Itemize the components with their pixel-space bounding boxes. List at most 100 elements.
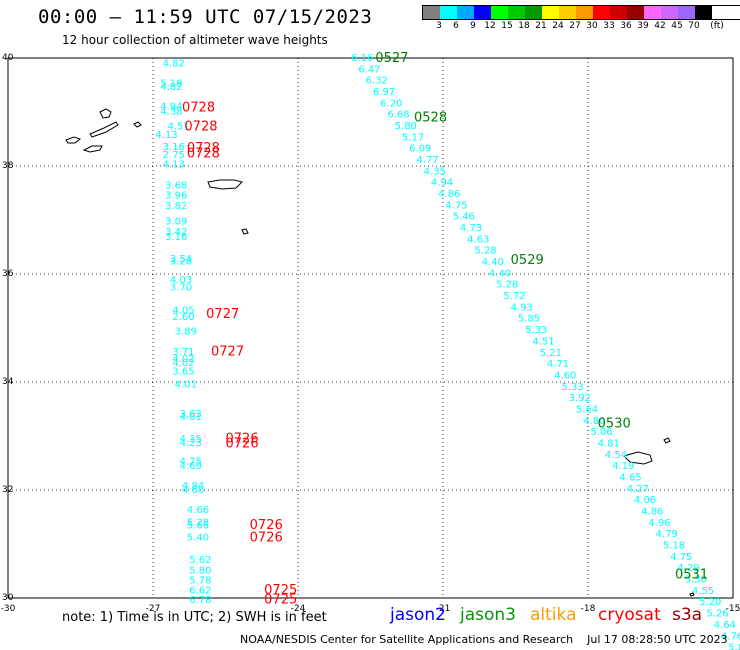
pass-time-label: 0728 [187,147,220,162]
pass-time-label: 0530 [598,417,631,432]
wave-height-value: 3.96 [165,191,187,202]
wave-height-value: 4.35 [424,166,446,177]
wave-height-value: 4.13 [155,130,177,141]
lon-label: -15 [726,604,740,614]
wave-height-value: 5.06 [590,427,612,438]
wave-height-value: 4.69 [180,461,202,472]
wave-height-value: 6.97 [373,87,395,98]
pass-time-label: 0531 [675,568,708,583]
islands [65,108,695,597]
wave-height-value: 4.79 [656,529,678,540]
wave-height-value: 5.18 [663,541,685,552]
island-outline [207,179,243,190]
wave-height-value: 4.06 [634,495,656,506]
wave-height-value: 5.64 [576,404,598,415]
pass-time-label: 0725 [264,583,297,598]
wave-height-value: 4.86 [438,189,460,200]
island-outline [689,592,695,597]
wave-height-value: 4.82 [160,82,182,93]
wave-height-value: 5.62 [189,555,211,566]
wave-height-value: 4.82 [163,58,185,69]
wave-height-value: 4.54 [605,450,627,461]
wave-height-value: 4.01 [175,380,197,391]
wave-height-value: 4.81 [598,438,620,449]
wave-height-value: 5.40 [187,532,209,543]
legend-tick: 42 [654,21,666,31]
wave-height-value: 5.80 [395,121,417,132]
wave-height-value: 4.75 [445,200,467,211]
wave-height-value: 2.60 [172,312,194,323]
wave-height-value: 4.80 [583,416,605,427]
wave-height-value: 4.03 [170,275,192,286]
wave-height-value: 5.20 [699,597,721,608]
wave-height-value: 3.09 [165,217,187,228]
wave-height-value: 3.65 [172,367,194,378]
mission-jason3: jason3 [460,605,516,625]
legend-swatch [440,6,457,19]
wave-height-value: 4.38 [160,106,182,117]
wave-height-value: 6.16 [351,53,373,64]
pass-time-label: 0727 [206,307,239,322]
legend-tick: 36 [620,21,632,31]
legend-tick: 39 [637,21,649,31]
wave-height-value: 3.89 [175,327,197,338]
lat-label: 40 [2,53,14,63]
wave-height-value: 5.18 [160,78,182,89]
wave-height-value: 4.60 [554,370,576,381]
lon-label: -24 [291,604,306,614]
island-outline [241,228,249,235]
wave-height-value: 5.46 [453,212,475,223]
wave-height-value: 4.94 [160,102,182,113]
legend-tick: 27 [569,21,581,31]
wave-height-value: 3.42 [165,227,187,238]
wave-height-value: 5.66 [187,521,209,532]
wave-height-value: 3.82 [165,201,187,212]
wave-height-value: 2.75 [163,150,185,161]
wave-height-value: 4.96 [648,518,670,529]
legend-swatch [457,6,474,19]
wave-height-value: 5.85 [518,314,540,325]
footnote: note: 1) Time is in UTC; 2) SWH is in fe… [62,610,327,625]
mission-s3a: s3a [672,605,703,625]
pass-time-label: 0728 [182,101,215,116]
legend-swatch [542,6,559,19]
legend-swatch [508,6,525,19]
legend-tick: 30 [586,21,598,31]
wave-height-value: 4.02 [172,358,194,369]
pass-time-label: 0726 [226,436,259,451]
legend-tick: 15 [501,21,513,31]
legend-tick: 24 [552,21,564,31]
map-frame [7,57,734,599]
wave-height-value: 5.33 [561,382,583,393]
wave-height-value: 6.32 [366,76,388,87]
wave-height-value: 4.75 [670,552,692,563]
lon-label: -30 [1,604,16,614]
wave-height-value: 4.51 [168,122,190,133]
wave-height-value: 4.01 [180,412,202,423]
pass-time-label: 0727 [211,345,244,360]
wave-height-value: 6.62 [189,585,211,596]
legend-tick: 33 [603,21,615,31]
pass-time-label: 0728 [184,120,217,135]
legend-swatch [474,6,491,19]
wave-height-value: 4.29 [677,563,699,574]
lon-label: -18 [581,604,596,614]
wave-height-value: 6.47 [358,64,380,75]
grid-lines [7,57,734,599]
wave-height-value: 5.28 [187,517,209,528]
legend-swatch [610,6,627,19]
wave-height-value: 5.28 [474,246,496,257]
island-outline [663,437,671,444]
lat-label: 34 [2,377,14,387]
mission-altika: altika [530,605,577,625]
wave-height-value: 4.65 [619,473,641,484]
legend-swatch [491,6,508,19]
pass-time-label: 0726 [250,530,283,545]
wave-height-value: 3.28 [170,257,192,268]
wave-height-value: 3.16 [163,142,185,153]
island-outline [82,145,103,153]
lon-label: -21 [436,604,451,614]
lon-label: -27 [146,604,161,614]
wave-height-value: 5.21 [540,348,562,359]
